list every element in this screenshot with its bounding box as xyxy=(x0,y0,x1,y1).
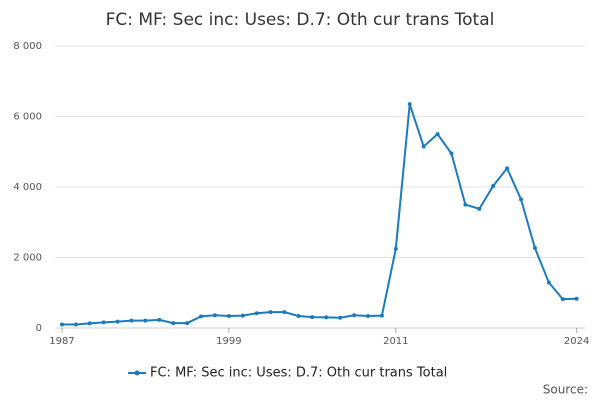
data-point xyxy=(87,321,92,326)
data-point xyxy=(129,318,134,323)
data-point xyxy=(407,102,412,107)
data-point xyxy=(101,320,106,325)
chart-title: FC: MF: Sec inc: Uses: D.7: Oth cur tran… xyxy=(106,10,495,30)
data-point xyxy=(574,296,579,301)
data-point xyxy=(435,132,440,137)
data-point xyxy=(59,322,64,327)
x-tick-label: 2024 xyxy=(564,336,589,347)
data-point xyxy=(254,311,259,316)
data-point xyxy=(282,310,287,315)
legend-marker xyxy=(134,370,140,376)
data-point xyxy=(143,318,148,323)
data-point xyxy=(185,321,190,326)
data-point xyxy=(199,314,204,319)
data-point xyxy=(491,183,496,188)
y-tick-label: 6 000 xyxy=(13,112,42,123)
data-point xyxy=(449,151,454,156)
data-point xyxy=(365,314,370,319)
data-point xyxy=(157,317,162,322)
data-point xyxy=(393,246,398,251)
data-point xyxy=(379,313,384,318)
data-point xyxy=(212,313,217,318)
series-line xyxy=(61,103,577,326)
data-point xyxy=(226,314,231,319)
legend-label: FC: MF: Sec inc: Uses: D.7: Oth cur tran… xyxy=(150,366,447,381)
data-point xyxy=(421,144,426,149)
data-point xyxy=(463,202,468,207)
data-point xyxy=(505,166,510,171)
data-point xyxy=(296,314,301,319)
source: Source: xyxy=(543,383,588,397)
y-tick-label: 4 000 xyxy=(13,182,42,193)
data-point xyxy=(115,319,120,324)
data-point xyxy=(171,321,176,326)
y-tick-label: 0 xyxy=(36,323,42,334)
data-point xyxy=(560,297,565,302)
data-point xyxy=(546,280,551,285)
y-tick-label: 8 000 xyxy=(13,41,42,52)
data-point xyxy=(519,197,524,202)
x-tick-label: 2011 xyxy=(383,336,408,347)
x-tick-label: 1987 xyxy=(49,336,74,347)
data-point xyxy=(477,206,482,211)
y-tick-label: 2 000 xyxy=(13,253,42,264)
data-point xyxy=(338,315,343,320)
data-point xyxy=(532,245,537,250)
x-tick-label: 1999 xyxy=(216,336,241,347)
data-point xyxy=(240,313,245,318)
data-point xyxy=(73,322,78,327)
data-point xyxy=(268,310,273,315)
data-point xyxy=(310,315,315,320)
data-point xyxy=(324,315,329,320)
data-point xyxy=(352,313,357,318)
